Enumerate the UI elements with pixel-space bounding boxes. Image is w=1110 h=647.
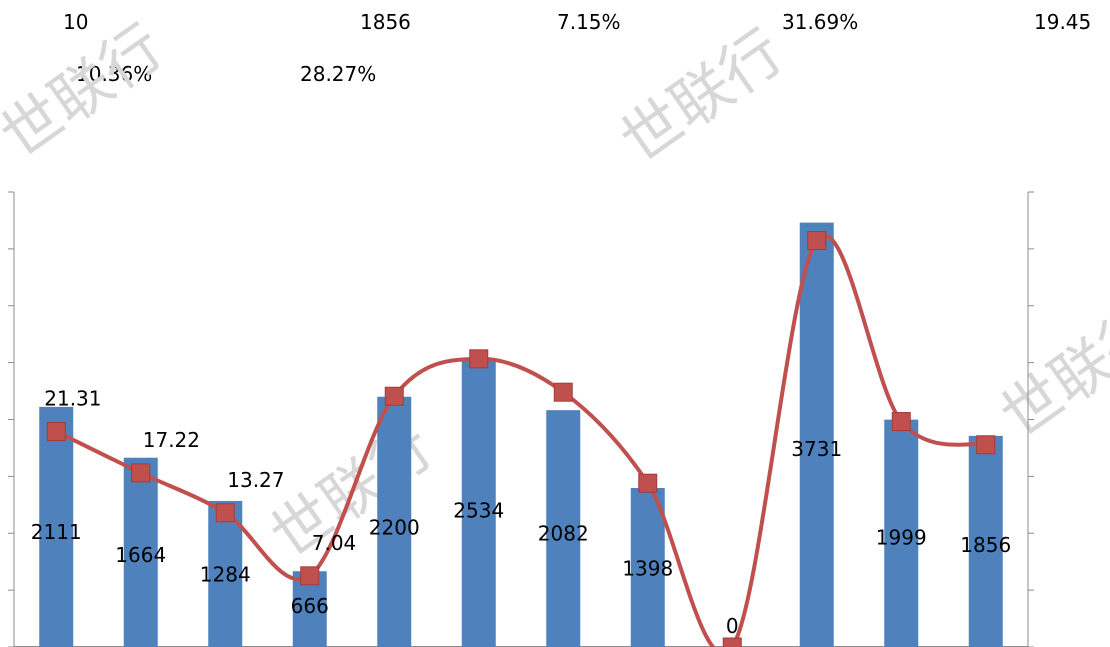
line-point bbox=[553, 382, 573, 402]
axes bbox=[8, 191, 1034, 647]
bar bbox=[123, 457, 158, 647]
bar-value-label: 2082 bbox=[538, 521, 589, 545]
line-point bbox=[976, 435, 996, 455]
watermark-text: 世联行 bbox=[988, 292, 1110, 453]
bar bbox=[968, 435, 1003, 647]
line-point bbox=[469, 349, 489, 369]
line-point bbox=[131, 463, 151, 483]
bar-value-label: 1664 bbox=[115, 543, 166, 567]
line-point bbox=[807, 231, 827, 251]
bar-value-label: 2534 bbox=[453, 498, 504, 522]
top-stat-pct-b: 31.69% bbox=[782, 10, 859, 34]
top-stat-count: 10 bbox=[63, 10, 89, 34]
line-value-label: 17.22 bbox=[143, 428, 200, 452]
bar-value-label: 3731 bbox=[791, 437, 842, 461]
line-value-label: 7.04 bbox=[312, 531, 357, 555]
watermark: 世联行 bbox=[0, 12, 176, 173]
line-value-label: 13.27 bbox=[227, 468, 284, 492]
bar bbox=[461, 358, 496, 647]
watermark-text: 世联行 bbox=[0, 12, 176, 173]
bar-value-label: 1999 bbox=[876, 526, 927, 550]
bar-series bbox=[39, 222, 1003, 647]
bar bbox=[39, 406, 74, 647]
bar bbox=[208, 500, 243, 647]
line-point bbox=[891, 412, 911, 432]
line-point bbox=[384, 386, 404, 406]
line-value-label: 21.31 bbox=[44, 387, 101, 411]
line-point bbox=[638, 473, 658, 493]
bar-value-label: 666 bbox=[291, 594, 329, 618]
data-labels: 2111 1664 1284 666 2200 2534 2082 1398 0 3731 1999… bbox=[31, 387, 1011, 638]
bar bbox=[630, 487, 665, 647]
line-point bbox=[46, 422, 66, 442]
bar-value-label: 1856 bbox=[960, 533, 1011, 557]
bar-value-label: 1398 bbox=[622, 556, 673, 580]
top-stat-pct-d: 28.27% bbox=[300, 62, 377, 86]
bar-value-label: 0 bbox=[726, 614, 739, 638]
top-stat-avg: 19.45 bbox=[1034, 10, 1092, 34]
bar bbox=[799, 222, 834, 647]
bar bbox=[377, 396, 412, 647]
watermark: 世联行 bbox=[988, 292, 1110, 453]
top-stat-total: 1856 bbox=[360, 10, 411, 34]
top-stat-pct-c: 10.36% bbox=[76, 62, 153, 86]
line-point bbox=[722, 637, 742, 647]
bar-value-label: 1284 bbox=[200, 562, 251, 586]
line-point bbox=[215, 503, 235, 523]
bar bbox=[546, 410, 581, 647]
bar bbox=[884, 419, 919, 647]
watermark: 世联行 bbox=[608, 17, 796, 178]
line-series bbox=[46, 231, 996, 647]
bar-value-label: 2200 bbox=[369, 515, 420, 539]
top-stat-pct-a: 7.15% bbox=[557, 10, 621, 34]
line-point bbox=[300, 566, 320, 586]
watermark-text: 世联行 bbox=[608, 17, 796, 178]
bar-value-label: 2111 bbox=[31, 520, 82, 544]
line-path bbox=[55, 233, 987, 647]
